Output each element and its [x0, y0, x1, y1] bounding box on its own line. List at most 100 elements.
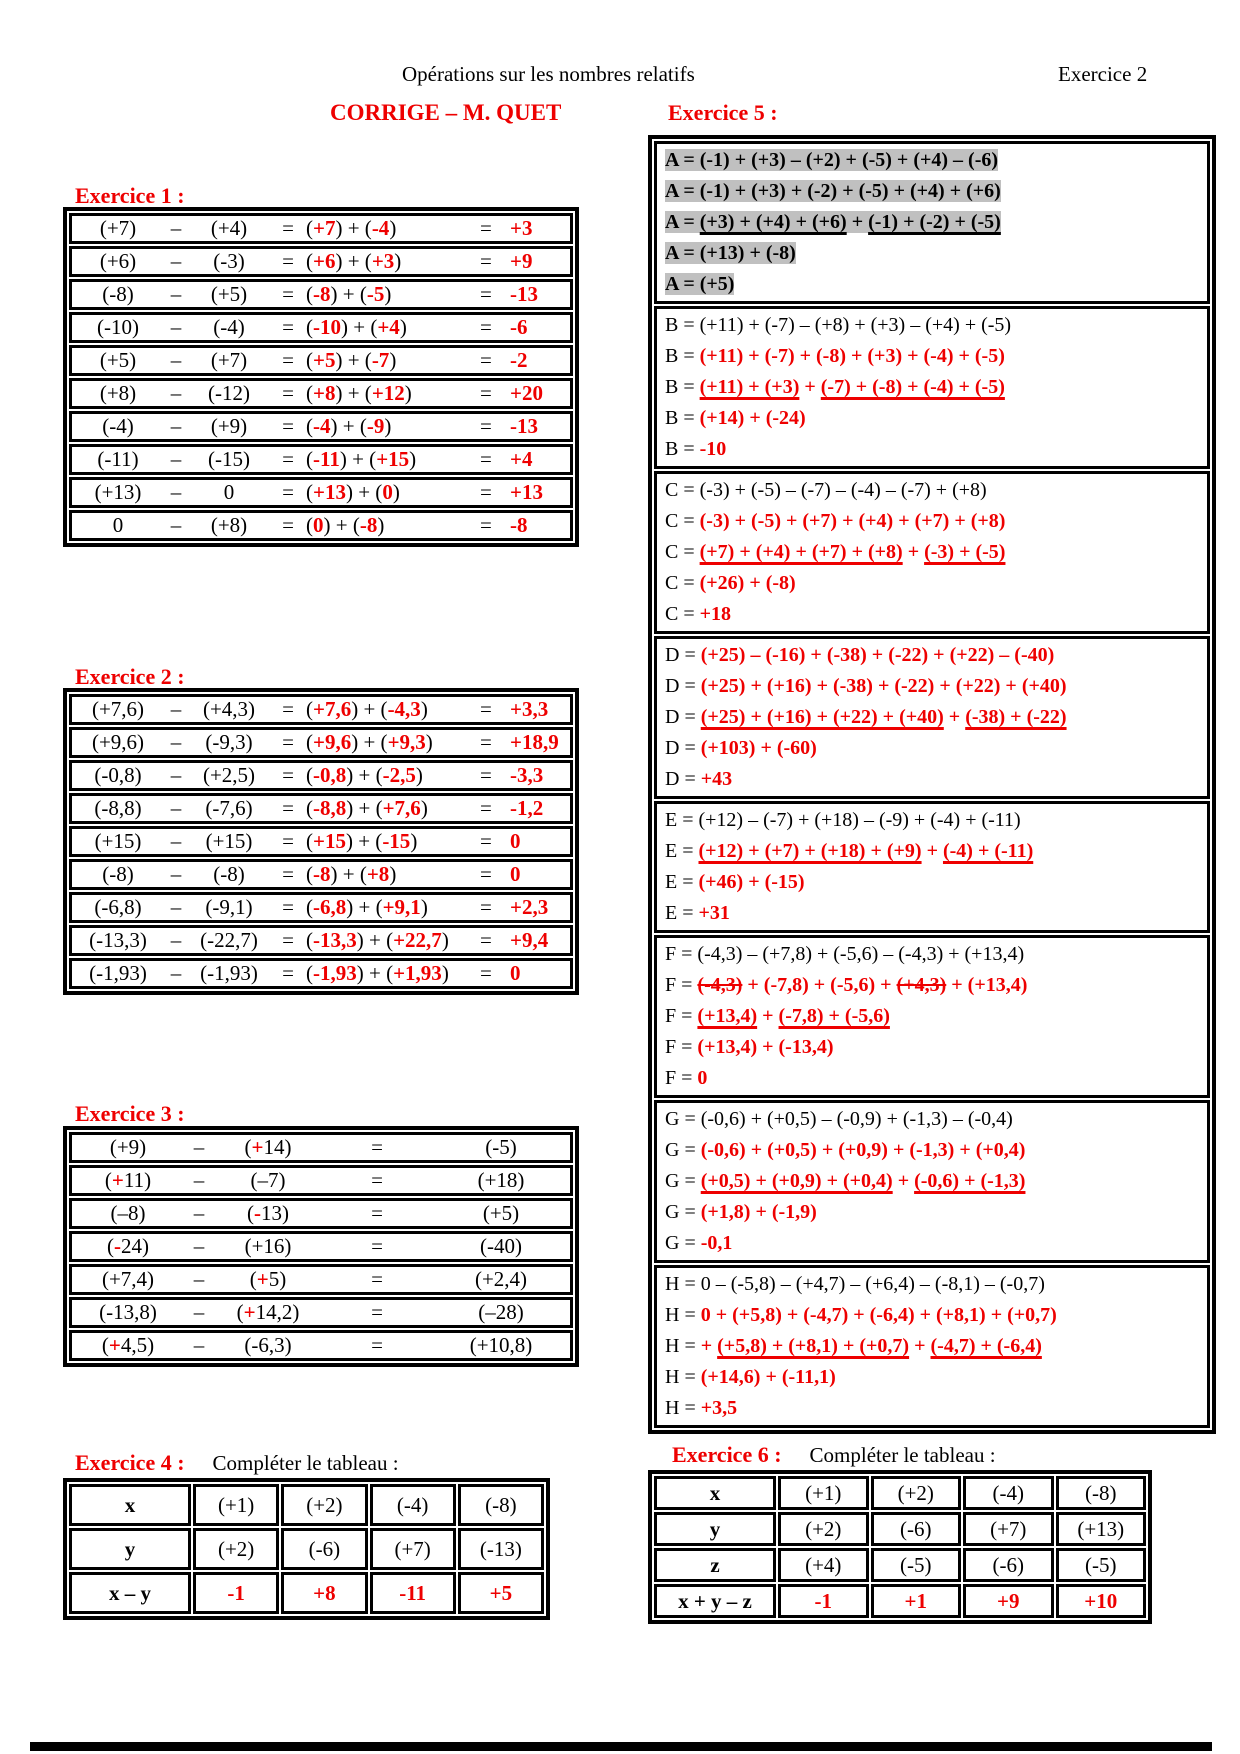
table-value: (+1)	[778, 1476, 869, 1510]
equals-sign: =	[371, 1168, 383, 1192]
converted-expression: (+5) + (-7)	[306, 348, 480, 373]
text-segment: (	[306, 513, 313, 537]
text-segment: +12	[371, 381, 405, 405]
text-segment: (+14,6) + (-11,1)	[700, 1366, 836, 1388]
text-segment: (	[306, 414, 313, 438]
text-segment: +5	[313, 348, 336, 372]
expression-line: H = + (+5,8) + (+8,1) + (+0,7) + (-4,7) …	[665, 1331, 1199, 1362]
text-segment: (+0,5) + (+0,9) + (+0,4)	[700, 1170, 893, 1192]
result-value: (-5)	[485, 1135, 517, 1159]
text-segment: (+1,8) + (-1,9)	[700, 1201, 817, 1223]
equals-sign: =	[480, 216, 492, 240]
text-segment: (	[101, 1333, 109, 1357]
converted-expression: (-8) + (+8)	[306, 862, 480, 887]
text-segment: )	[394, 249, 402, 273]
text-segment: A = (-1) + (+3) – (+2) + (-5) + (+4) – (…	[665, 149, 999, 171]
text-segment: -11	[313, 447, 340, 471]
text-segment: -15	[382, 829, 411, 853]
expression-line: A = (+3) + (+4) + (+6) + (-1) + (-2) + (…	[665, 207, 1199, 238]
operand-b: 0	[223, 480, 235, 504]
operand-b: (–7)	[214, 1168, 322, 1193]
expression-line: B = -10	[665, 434, 1199, 465]
text-segment: (+26) + (-8)	[699, 572, 796, 594]
operand-b: (-4)	[213, 315, 245, 339]
text-segment: F = (-4,3) – (+7,8) + (-5,6) – (-4,3) + …	[665, 943, 1025, 965]
table-value: (+7)	[963, 1512, 1054, 1546]
exercise1-label: Exercice 1 :	[75, 183, 185, 208]
operand-a: (+13)	[94, 480, 142, 504]
text-segment: (-3) + (-5)	[924, 541, 1006, 563]
equals-sign: =	[282, 447, 294, 471]
text-segment: )	[389, 862, 397, 886]
operand-a: 0	[112, 513, 124, 537]
table-value: (-5)	[870, 1548, 961, 1582]
result-value: +3,3	[510, 697, 549, 721]
equation-row: (+11) – (–7) = (+18)	[69, 1165, 573, 1196]
text-segment: (	[104, 1168, 112, 1192]
equals-sign: =	[480, 480, 492, 504]
text-segment: (+25) + (+16) + (+22) + (+40)	[700, 706, 944, 728]
text-segment: ) + (	[323, 513, 360, 537]
operand-a: (+5)	[99, 348, 137, 372]
text-segment: (+103) + (-60)	[700, 737, 817, 759]
expression-line: D = (+25) + (+16) + (-38) + (-22) + (+22…	[665, 671, 1199, 702]
text-segment: (+25) – (-16) + (-38) + (-22) + (+22) – …	[700, 644, 1055, 666]
text-segment: (	[306, 895, 313, 919]
text-segment: (	[306, 315, 313, 339]
operand-a: (+7,6)	[91, 697, 145, 721]
text-segment: )	[420, 697, 428, 721]
text-segment: 0 + (+5,8) + (-4,7) + (-6,4) + (+8,1) + …	[700, 1304, 1057, 1326]
equation-row: (+5) – (+7) = (+5) + (-7) = -2	[69, 345, 573, 376]
text-segment: (+11) + (+3)	[699, 376, 800, 398]
result-value: (-40)	[480, 1234, 522, 1258]
exercise6-label-row: Exercice 6 : Compléter le tableau :	[672, 1442, 996, 1468]
text-segment: +8	[313, 381, 336, 405]
exercise6-label: Exercice 6 :	[672, 1442, 782, 1467]
operand-b: (+8)	[210, 513, 248, 537]
text-segment: )	[392, 480, 400, 504]
expression-line: B = (+14) + (-24)	[665, 403, 1199, 434]
text-segment: ) + (	[330, 862, 367, 886]
text-segment: +6	[313, 249, 336, 273]
expression-section-g: G = (-0,6) + (+0,5) – (-0,9) + (-1,3) – …	[654, 1100, 1210, 1263]
equation-row: (–8) – (-13) = (+5)	[69, 1198, 573, 1229]
result-value: +9	[510, 249, 533, 273]
minus-sign: –	[170, 796, 182, 820]
equals-sign: =	[480, 348, 492, 372]
operand-b: (+14,2)	[214, 1300, 322, 1325]
text-segment: )	[441, 928, 449, 952]
operand-a: (-8)	[102, 862, 134, 886]
operand-b: (+7)	[210, 348, 248, 372]
text-segment: B = (+11) + (-7) – (+8) + (+3) – (+4) + …	[665, 314, 1012, 336]
text-segment: )	[420, 796, 428, 820]
text-segment: (	[306, 862, 313, 886]
operand-b: (+4)	[210, 216, 248, 240]
text-segment: F =	[665, 1036, 698, 1058]
result-value: -13	[510, 414, 538, 438]
text-segment: (-4) + (-11)	[942, 840, 1034, 862]
equation-row: (-10) – (-4) = (-10) + (+4) = -6	[69, 312, 573, 343]
expression-line: F = (-4,3) + (-7,8) + (-5,6) + (+4,3) + …	[665, 970, 1199, 1001]
minus-sign: –	[170, 697, 182, 721]
equation-row: (+6) – (-3) = (+6) + (+3) = +9	[69, 246, 573, 277]
equals-sign: =	[371, 1234, 383, 1258]
operand-a: (–8)	[72, 1201, 184, 1226]
equals-sign: =	[282, 381, 294, 405]
expression-section-b: B = (+11) + (-7) – (+8) + (+3) – (+4) + …	[654, 306, 1210, 469]
text-segment: (	[247, 1201, 254, 1225]
text-segment: -	[114, 1234, 121, 1258]
equals-sign: =	[282, 961, 294, 985]
text-segment: A = (+5)	[665, 273, 735, 295]
text-segment: (-7,8) + (-5,6)	[778, 1005, 890, 1027]
text-segment: (-0,6) + (+0,5) + (+0,9) + (-1,3) + (+0,…	[700, 1139, 1026, 1161]
text-segment: -4	[313, 414, 331, 438]
text-segment: -2,5	[382, 763, 416, 787]
exercise1-label-row: Exercice 1 :	[75, 183, 185, 209]
expression-section-e: E = (+12) – (-7) + (+18) – (-9) + (-4) +…	[654, 801, 1210, 933]
result-value: (+18)	[477, 1168, 525, 1192]
text-segment: (	[306, 447, 313, 471]
text-segment: -10	[699, 438, 727, 460]
equals-sign: =	[480, 414, 492, 438]
text-segment: 0	[382, 480, 393, 504]
exercise2-table: (+7,6) – (+4,3) = (+7,6) + (-4,3) = +3,3 (+9,6)…	[63, 688, 579, 995]
